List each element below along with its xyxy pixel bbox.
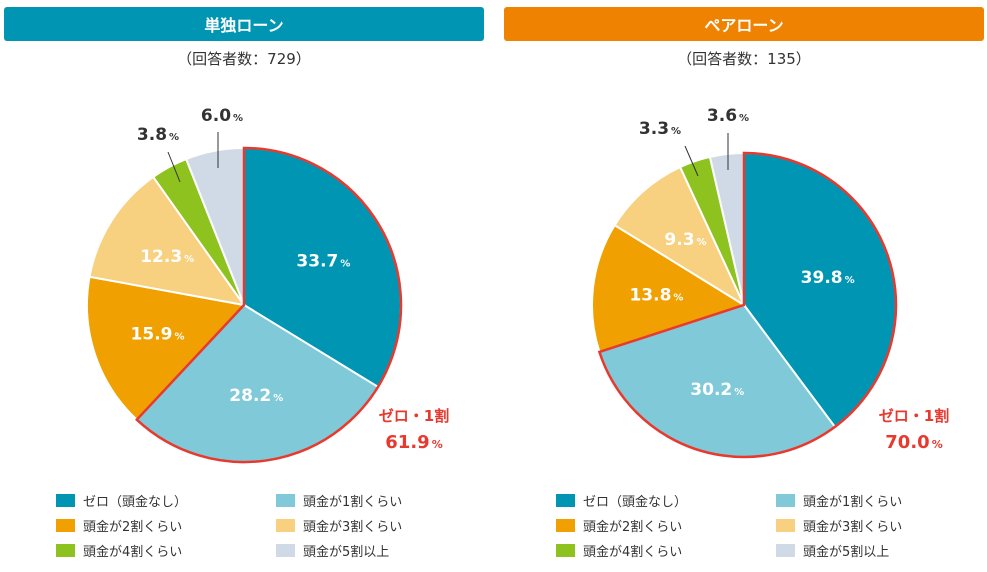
legend-label: 頭金が5割以上	[803, 545, 890, 560]
legend-swatch	[56, 544, 75, 557]
legend-swatch	[556, 544, 575, 557]
highlight-outline	[597, 151, 898, 459]
legend-item: 頭金が1割くらい	[776, 492, 976, 510]
legend-single: ゼロ（頭金なし） 頭金が1割くらい頭金が2割くらい 頭金が3割くらい頭金が4割くらい…	[56, 492, 476, 560]
legend-swatch	[776, 494, 795, 507]
legend-item: 頭金が3割くらい	[276, 517, 476, 535]
legend-swatch	[276, 519, 295, 532]
data-label: 33.7%	[296, 251, 350, 271]
respondents-pair: （回答者数：135）	[677, 50, 811, 68]
legend-item: 頭金が1割くらい	[276, 492, 476, 510]
respondents-single: （回答者数：729）	[177, 50, 311, 68]
legend-item: ゼロ（頭金なし）	[56, 492, 276, 510]
legend-swatch	[556, 494, 575, 507]
legend-swatch	[56, 519, 75, 532]
data-label: 12.3%	[140, 247, 194, 267]
legend-label: 頭金が5割以上	[303, 545, 390, 560]
callout-value: 61.9%	[385, 432, 442, 453]
leader-line	[684, 145, 699, 177]
legend-label: ゼロ（頭金なし）	[83, 495, 188, 510]
data-label: 13.8%	[629, 286, 683, 306]
pie-slice	[591, 223, 747, 354]
legend-item: 頭金が2割くらい	[56, 517, 276, 535]
pie-slice	[86, 275, 246, 422]
legend-swatch	[276, 494, 295, 507]
legend-item: 頭金が4割くらい	[56, 542, 276, 560]
legend-label: 頭金が2割くらい	[83, 520, 183, 535]
data-label: 28.2%	[229, 386, 283, 406]
callout-label: ゼロ・1割	[379, 407, 449, 425]
data-label: 30.2%	[690, 380, 744, 400]
legend-label: 頭金が1割くらい	[803, 495, 903, 510]
legend-swatch	[56, 494, 75, 507]
legend-label: 頭金が3割くらい	[303, 520, 403, 535]
header-pair-loan: ペアローン	[504, 7, 984, 41]
data-label: 39.8%	[801, 268, 855, 288]
legend-label: 頭金が4割くらい	[583, 545, 683, 560]
legend-swatch	[276, 544, 295, 557]
callout-label: ゼロ・1割	[879, 407, 949, 425]
legend-item: 頭金が5割以上	[776, 542, 976, 560]
data-label: 3.6%	[707, 106, 749, 126]
legend-item: 頭金が2割くらい	[556, 517, 776, 535]
highlight-outline	[135, 146, 403, 464]
legend-label: ゼロ（頭金なし）	[583, 495, 688, 510]
legend-label: 頭金が3割くらい	[803, 520, 903, 535]
legend-item: 頭金が4割くらい	[556, 542, 776, 560]
legend-item: 頭金が3割くらい	[776, 517, 976, 535]
data-label: 6.0%	[201, 106, 243, 126]
legend-swatch	[776, 519, 795, 532]
legend-pair: ゼロ（頭金なし） 頭金が1割くらい頭金が2割くらい 頭金が3割くらい頭金が4割くらい…	[556, 492, 976, 560]
legend-label: 頭金が1割くらい	[303, 495, 403, 510]
header-single-loan: 単独ローン	[4, 7, 484, 41]
legend-item: ゼロ（頭金なし）	[556, 492, 776, 510]
legend-label: 頭金が4割くらい	[83, 545, 183, 560]
pie-chart-single: 33.7 % 28.2 % 15.9 % 12.3 % 3.8 % 6.0 % ゼロ・1割 61.9%	[86, 106, 449, 464]
legend-swatch	[556, 519, 575, 532]
legend-swatch	[776, 544, 795, 557]
data-label: 15.9%	[131, 325, 185, 345]
legend-label: 頭金が2割くらい	[583, 520, 683, 535]
data-label: 3.8%	[137, 125, 179, 145]
data-label: 3.3%	[639, 119, 681, 139]
pie-slice	[88, 175, 247, 307]
legend-item: 頭金が5割以上	[276, 542, 476, 560]
pie-slice	[613, 165, 747, 308]
callout-value: 70.0%	[885, 432, 942, 453]
leader-line	[167, 151, 181, 183]
